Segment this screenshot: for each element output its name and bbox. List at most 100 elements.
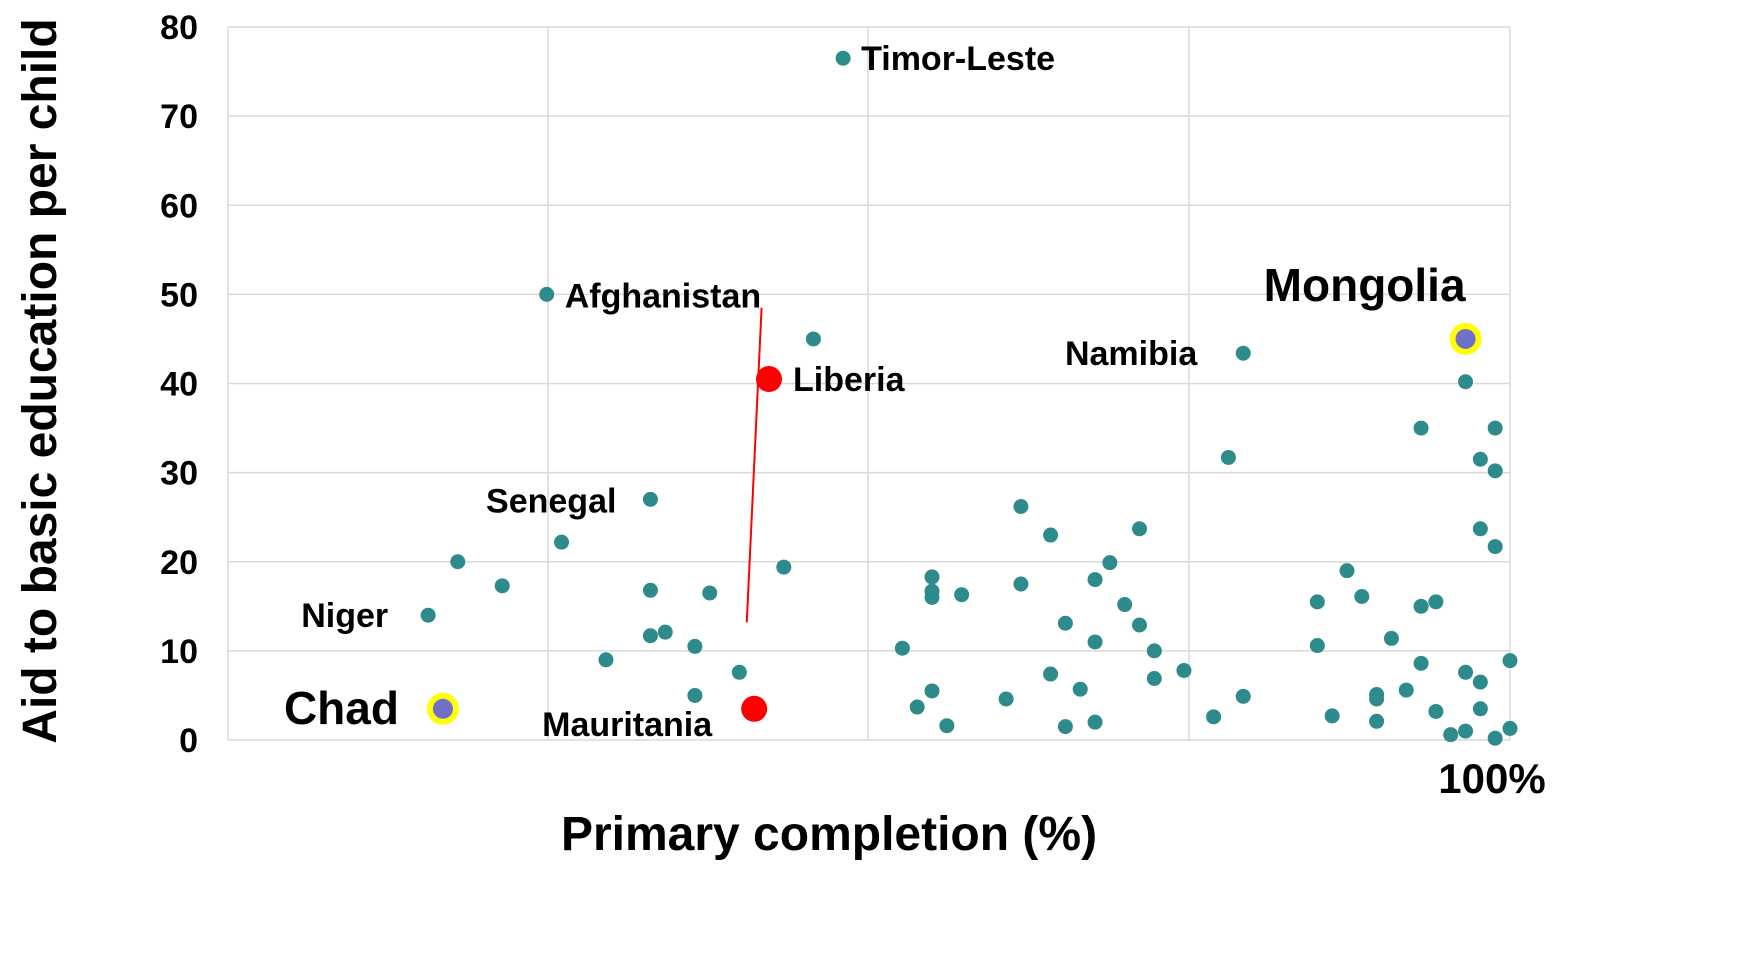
data-point <box>1043 527 1059 543</box>
data-point <box>939 718 955 734</box>
point-label: Niger <box>301 597 388 635</box>
data-point <box>642 628 658 644</box>
data-point <box>1013 498 1029 514</box>
data-point <box>1428 703 1444 719</box>
data-point <box>1413 420 1429 436</box>
data-point <box>1324 708 1340 724</box>
point-label: Liberia <box>793 361 906 399</box>
data-point <box>494 578 510 594</box>
data-point <box>657 624 673 640</box>
data-point <box>1235 688 1251 704</box>
data-point <box>1013 576 1029 592</box>
data-point <box>1487 539 1503 555</box>
x-tick-label: 100% <box>1438 755 1545 802</box>
data-point <box>1043 666 1059 682</box>
data-points <box>420 50 1518 746</box>
data-point <box>1487 463 1503 479</box>
data-point <box>1443 727 1459 743</box>
data-point <box>554 534 570 550</box>
y-tick-label: 10 <box>160 633 198 671</box>
x-axis-title: Primary completion (%) <box>561 808 1097 861</box>
data-point <box>731 664 747 680</box>
data-point <box>835 50 851 66</box>
y-tick-label: 70 <box>160 98 198 136</box>
data-point <box>998 691 1014 707</box>
data-point-red <box>741 695 768 722</box>
data-point <box>598 652 614 668</box>
data-point <box>1487 420 1503 436</box>
data-point <box>1502 653 1518 669</box>
y-tick-label: 80 <box>160 9 198 47</box>
y-axis-ticks: 0 10 20 30 40 50 60 70 80 <box>160 9 198 760</box>
data-point <box>1354 589 1370 605</box>
data-point <box>1176 662 1192 678</box>
data-point <box>1057 615 1073 631</box>
data-point <box>1087 572 1103 588</box>
y-tick-label: 60 <box>160 187 198 225</box>
y-tick-label: 30 <box>160 455 198 493</box>
data-point <box>1102 555 1118 571</box>
data-point <box>1132 617 1147 633</box>
data-point <box>1398 682 1414 698</box>
x-axis-ticks: 100% <box>1438 755 1545 802</box>
data-point <box>420 607 436 623</box>
point-label: Mongolia <box>1264 259 1466 311</box>
point-label: Mauritania <box>542 706 713 744</box>
data-point <box>924 683 940 699</box>
data-point <box>1132 521 1147 537</box>
data-point <box>1369 691 1385 707</box>
point-label: Timor-Leste <box>861 40 1055 78</box>
data-point <box>1309 638 1325 654</box>
data-point <box>1309 594 1325 610</box>
data-point <box>1458 664 1474 680</box>
data-point <box>642 582 658 598</box>
data-point <box>1458 374 1474 390</box>
data-point <box>1472 451 1488 467</box>
data-point <box>1472 701 1488 717</box>
data-point <box>894 640 910 656</box>
data-point <box>1487 730 1503 746</box>
data-point <box>776 559 792 575</box>
point-label: Afghanistan <box>565 277 761 315</box>
data-point <box>1117 597 1133 613</box>
data-point <box>1472 674 1488 690</box>
data-point <box>924 589 940 605</box>
data-point <box>1146 643 1162 659</box>
data-point <box>1220 449 1236 465</box>
data-point <box>1339 563 1355 579</box>
data-point <box>1206 709 1222 725</box>
data-point <box>924 569 940 585</box>
data-point <box>687 638 703 654</box>
data-point <box>1087 634 1103 650</box>
y-tick-label: 40 <box>160 366 198 404</box>
data-point <box>1072 681 1088 697</box>
point-labels: Timor-Leste Afghanistan Liberia Namibia Mong… <box>284 40 1466 744</box>
grid-lines <box>227 26 1511 741</box>
data-point-red <box>756 366 782 393</box>
data-point-highlight <box>432 698 453 719</box>
data-point <box>450 554 466 570</box>
data-point <box>1413 655 1429 671</box>
data-point <box>687 687 703 703</box>
data-point <box>539 286 555 302</box>
data-point <box>1087 714 1103 730</box>
data-point <box>909 699 925 715</box>
point-label: Senegal <box>486 482 616 520</box>
data-point <box>642 491 658 507</box>
y-tick-label: 20 <box>160 544 198 582</box>
data-point <box>1057 719 1073 735</box>
y-tick-label: 50 <box>160 276 198 314</box>
data-point <box>1369 713 1385 729</box>
data-point <box>1235 345 1251 361</box>
data-point <box>954 587 970 603</box>
trend-line <box>745 307 763 623</box>
data-point <box>1413 598 1429 614</box>
data-point <box>1502 720 1518 736</box>
data-point-highlight <box>1455 328 1476 349</box>
point-label: Chad <box>284 682 399 734</box>
y-tick-label: 0 <box>179 722 198 760</box>
data-point <box>1146 671 1162 687</box>
data-point <box>1472 521 1488 537</box>
data-point <box>702 585 718 601</box>
